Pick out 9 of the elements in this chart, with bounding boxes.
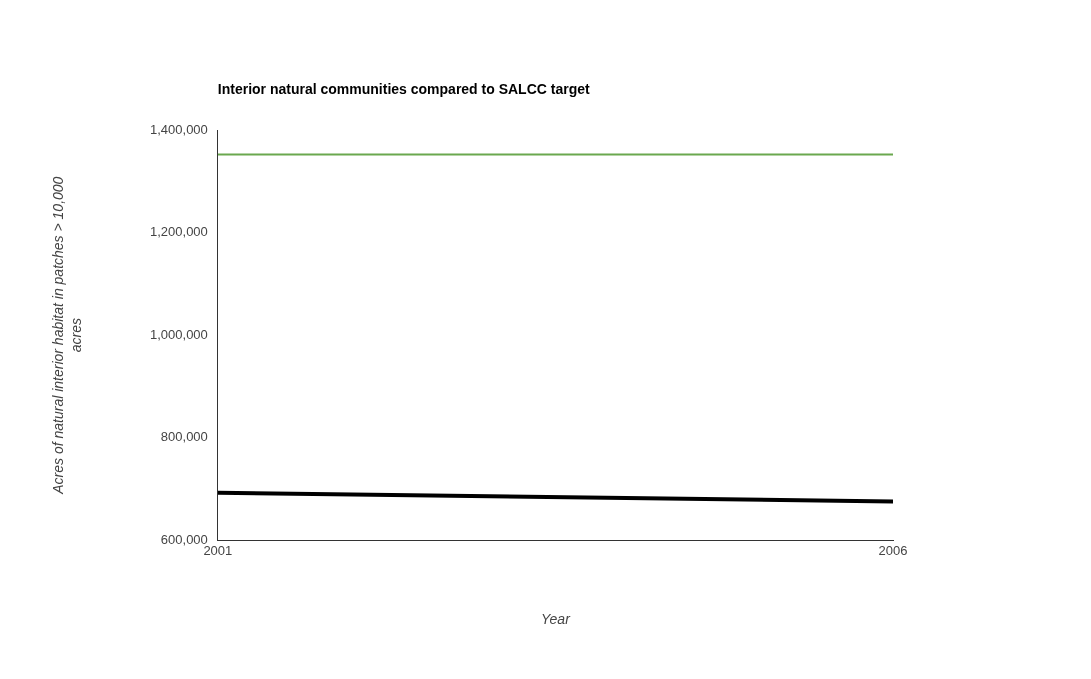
y-axis-title: Acres of natural interior habitat in patches > 10,000 acres bbox=[49, 176, 84, 495]
y-tick-label: 600,000 bbox=[160, 531, 208, 547]
y-tick-label: 1,400,000 bbox=[149, 121, 208, 137]
y-tick-label: 1,000,000 bbox=[149, 326, 208, 342]
x-axis-title: Year bbox=[541, 611, 572, 628]
x-tick-label: 2006 bbox=[878, 542, 908, 558]
y-tick-label: 800,000 bbox=[160, 429, 208, 445]
y-tick-label: 1,200,000 bbox=[149, 224, 208, 240]
chart-title: Interior natural communities compared to SALCC target bbox=[217, 80, 591, 97]
